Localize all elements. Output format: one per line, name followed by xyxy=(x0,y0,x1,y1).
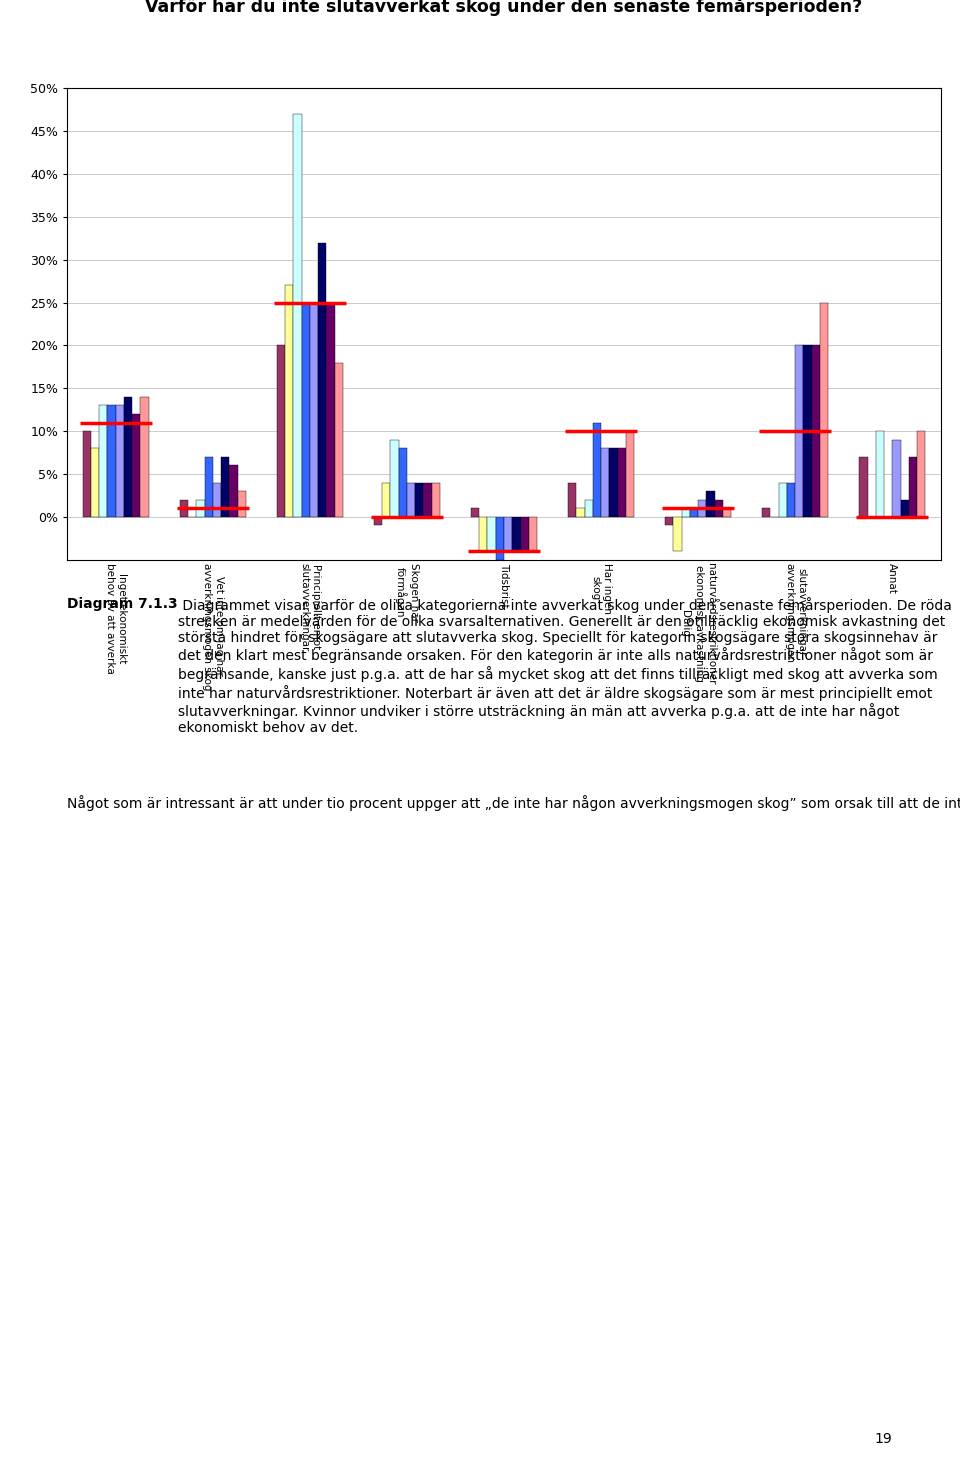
Bar xyxy=(917,432,925,517)
Text: 19: 19 xyxy=(875,1432,892,1446)
Bar xyxy=(820,302,828,517)
Bar xyxy=(221,457,229,517)
Bar xyxy=(391,440,398,517)
Bar xyxy=(585,499,593,517)
Bar xyxy=(479,517,488,551)
Bar xyxy=(529,517,537,551)
Bar xyxy=(626,432,634,517)
Bar xyxy=(762,508,771,517)
Bar xyxy=(108,405,116,517)
Bar xyxy=(714,499,723,517)
Bar xyxy=(900,499,909,517)
Bar xyxy=(488,517,495,551)
Bar xyxy=(140,396,149,517)
Bar xyxy=(812,346,820,517)
Bar xyxy=(909,457,917,517)
Bar xyxy=(576,508,585,517)
Bar xyxy=(673,517,682,551)
Bar xyxy=(415,483,423,517)
Bar xyxy=(859,457,868,517)
Bar xyxy=(423,483,432,517)
Text: Diagram 7.1.3: Diagram 7.1.3 xyxy=(67,597,178,611)
Bar xyxy=(495,517,504,560)
Bar xyxy=(698,499,707,517)
Bar xyxy=(301,302,310,517)
Bar xyxy=(520,517,529,551)
Bar xyxy=(804,346,812,517)
Bar xyxy=(132,414,140,517)
Bar xyxy=(723,508,732,517)
Bar xyxy=(398,448,407,517)
Bar xyxy=(116,405,124,517)
Bar xyxy=(276,346,285,517)
Bar xyxy=(91,448,99,517)
Bar xyxy=(335,362,343,517)
Bar xyxy=(892,440,900,517)
Bar xyxy=(229,465,237,517)
Bar xyxy=(326,302,335,517)
Bar xyxy=(318,243,326,517)
Bar xyxy=(180,499,188,517)
Bar xyxy=(795,346,804,517)
Bar xyxy=(682,508,690,517)
Bar xyxy=(568,483,576,517)
Bar xyxy=(83,432,91,517)
Bar xyxy=(513,517,520,551)
Text: Något som är intressant är att under tio procent uppger att „de inte har någon a: Något som är intressant är att under tio… xyxy=(67,795,960,812)
Bar xyxy=(294,113,301,517)
Bar xyxy=(432,483,440,517)
Bar xyxy=(196,499,204,517)
Bar xyxy=(213,483,221,517)
Title: Varför har du inte slutavverkat skog under den senaste femårsperioden?: Varför har du inte slutavverkat skog und… xyxy=(145,0,863,16)
Bar xyxy=(601,448,610,517)
Bar xyxy=(237,491,246,517)
Bar xyxy=(787,483,795,517)
Bar xyxy=(617,448,626,517)
Bar xyxy=(204,457,213,517)
Bar xyxy=(407,483,415,517)
Bar xyxy=(471,508,479,517)
Bar xyxy=(310,302,318,517)
Text: Diagrammet visar varför de olika kategorierna inte avverkat skog under den senas: Diagrammet visar varför de olika kategor… xyxy=(178,597,951,735)
Bar xyxy=(665,517,673,526)
Bar xyxy=(124,396,132,517)
Bar xyxy=(690,508,698,517)
Bar xyxy=(285,286,294,517)
Bar xyxy=(610,448,617,517)
Bar xyxy=(504,517,513,551)
Bar xyxy=(593,423,601,517)
Bar xyxy=(99,405,108,517)
Bar xyxy=(374,517,382,526)
Bar xyxy=(779,483,787,517)
Bar xyxy=(382,483,391,517)
Bar xyxy=(876,432,884,517)
Bar xyxy=(707,491,714,517)
